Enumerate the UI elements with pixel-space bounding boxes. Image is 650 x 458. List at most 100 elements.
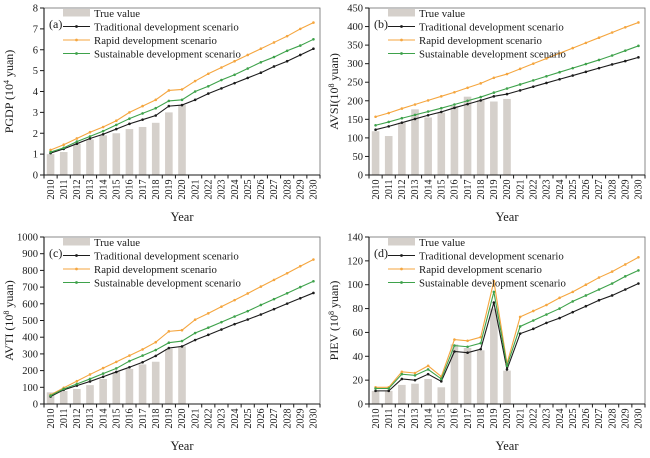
- y-tick-label: 20: [353, 376, 364, 387]
- x-tick-label: 2026: [256, 409, 267, 429]
- x-tick-label: 2015: [436, 409, 447, 429]
- x-tick-label: 2023: [217, 180, 228, 200]
- bar: [463, 96, 472, 175]
- marker: [545, 57, 548, 60]
- y-tick-label: 300: [347, 59, 363, 70]
- bar: [138, 126, 147, 175]
- x-tick-label: 2015: [111, 180, 122, 200]
- marker: [233, 81, 236, 85]
- bar: [73, 388, 81, 404]
- y-tick-label: 8: [33, 4, 38, 15]
- bar: [437, 112, 446, 175]
- marker: [206, 72, 210, 76]
- marker: [312, 291, 315, 295]
- x-tick-label: 2027: [269, 409, 280, 429]
- y-tick-label: 50: [353, 152, 364, 163]
- x-tick-label: 2013: [85, 409, 96, 429]
- bar: [178, 346, 186, 404]
- marker: [453, 106, 456, 110]
- x-tick-label: 2024: [230, 409, 241, 429]
- marker: [584, 294, 588, 297]
- marker: [180, 339, 184, 343]
- x-tick-label: 2030: [634, 180, 645, 200]
- x-tick-label: 2019: [164, 180, 175, 200]
- x-tick-label: 2030: [634, 409, 645, 429]
- marker: [400, 107, 404, 110]
- y-axis-title: PIEV (108 yuan): [327, 281, 341, 361]
- marker: [558, 77, 561, 81]
- x-tick-label: 2017: [138, 180, 149, 200]
- marker: [298, 44, 302, 47]
- marker: [413, 378, 417, 382]
- marker: [637, 44, 640, 48]
- marker: [114, 119, 118, 123]
- x-tick-label: 2024: [555, 180, 566, 200]
- x-tick-label: 2016: [450, 409, 461, 429]
- marker: [426, 113, 430, 117]
- marker: [246, 292, 250, 295]
- legend-label: Rapid development scenario: [419, 35, 542, 47]
- legend-swatch-marker: [400, 25, 403, 28]
- marker: [453, 350, 456, 353]
- y-tick-label: 0: [33, 400, 38, 411]
- legend-label: Rapid development scenario: [94, 264, 217, 276]
- x-tick-label: 2013: [410, 409, 421, 429]
- marker: [413, 117, 417, 121]
- y-tick-label: 400: [347, 22, 363, 33]
- x-tick-label: 2013: [410, 180, 421, 200]
- x-tick-label: 2021: [190, 180, 201, 200]
- legend-swatch-marker: [400, 267, 403, 271]
- marker: [88, 373, 92, 376]
- marker: [88, 137, 92, 140]
- x-tick-label: 2018: [476, 409, 487, 429]
- y-tick-label: 1000: [17, 233, 38, 244]
- x-tick-label: 2023: [542, 180, 553, 200]
- marker: [637, 282, 640, 285]
- legend-label: True value: [94, 8, 140, 20]
- marker: [101, 132, 105, 136]
- marker: [180, 98, 184, 102]
- marker: [400, 372, 404, 376]
- y-tick-label: 500: [22, 316, 38, 327]
- marker: [479, 95, 483, 99]
- marker: [220, 87, 223, 90]
- marker: [272, 297, 276, 301]
- marker: [505, 72, 509, 76]
- marker: [298, 27, 302, 31]
- y-axis-ticks: 0 50 100 150 200 250 300 350 400 450: [347, 4, 369, 182]
- marker: [597, 66, 601, 70]
- marker: [246, 318, 250, 321]
- marker: [220, 78, 223, 82]
- chart-panel-a: 0 1 2 3 4 5 6 7 8 2010 2011 2012 2013 2014 2015 2016 201…: [0, 0, 325, 229]
- marker: [597, 276, 601, 279]
- marker: [193, 79, 197, 83]
- x-tick-label: 2027: [594, 409, 605, 429]
- y-axis-ticks: 0 100 200 300 400 500 600 700 800 900 1000: [17, 233, 44, 411]
- marker: [220, 66, 223, 69]
- marker: [610, 63, 614, 66]
- legend: True value Traditional development scenar…: [63, 237, 241, 290]
- panel-letter: (c): [49, 246, 62, 260]
- marker: [154, 340, 158, 344]
- marker: [637, 269, 640, 272]
- series-traditional: [49, 291, 315, 398]
- y-tick-label: 0: [33, 171, 38, 182]
- y-tick-label: 200: [347, 96, 363, 107]
- x-tick-label: 2011: [59, 180, 70, 200]
- marker: [466, 99, 469, 103]
- marker: [141, 360, 144, 364]
- marker: [453, 103, 456, 106]
- x-tick-label: 2025: [568, 409, 579, 429]
- marker: [88, 135, 92, 138]
- x-tick-label: 2025: [243, 409, 254, 429]
- marker: [413, 103, 417, 106]
- marker: [426, 368, 430, 371]
- marker: [167, 104, 171, 108]
- bar: [490, 308, 498, 404]
- marker: [206, 312, 210, 315]
- marker: [233, 298, 236, 302]
- x-tick-label: 2016: [125, 180, 136, 200]
- marker: [312, 279, 315, 283]
- legend-swatch-marker: [400, 38, 403, 42]
- y-tick-label: 350: [347, 41, 363, 52]
